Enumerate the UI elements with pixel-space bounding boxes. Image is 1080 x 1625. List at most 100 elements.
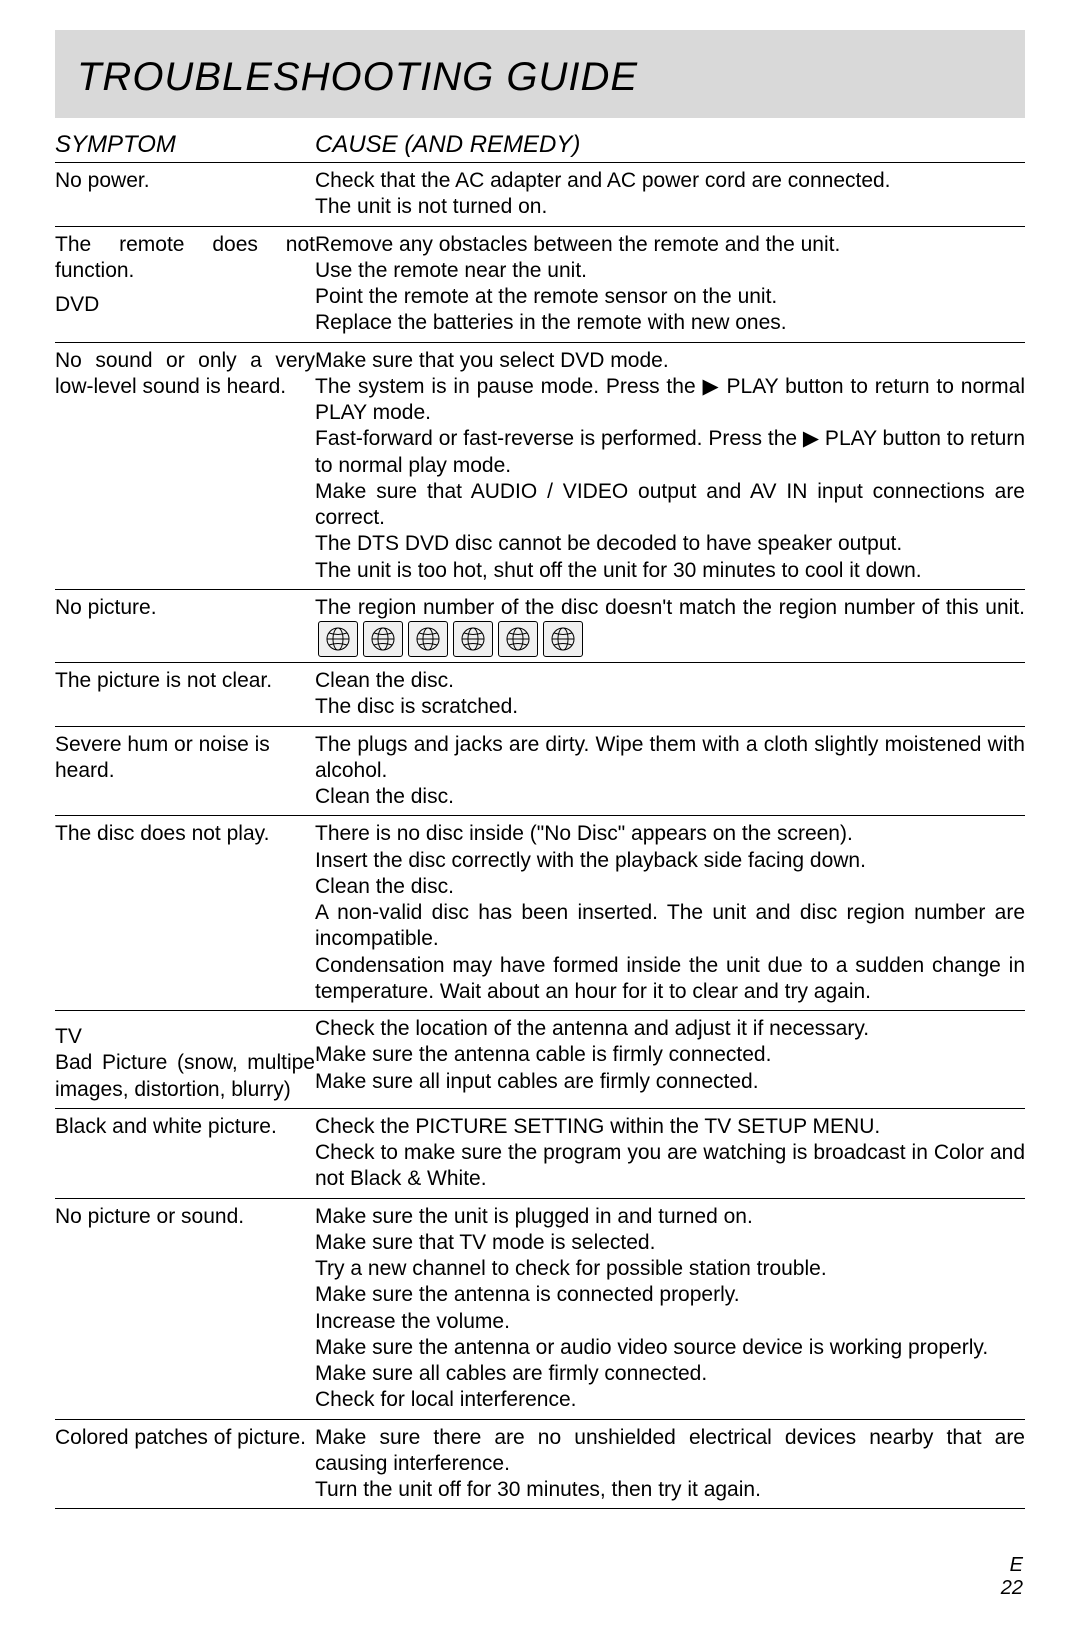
cause-cell: Clean the disc.The disc is scratched. [315, 663, 1025, 727]
cause-cell: Make sure there are no unshielded electr… [315, 1419, 1025, 1509]
symptom-text: Bad Picture (snow, multipe images, disto… [55, 1050, 315, 1103]
cause-cell: Check the PICTURE SETTING within the TV … [315, 1108, 1025, 1198]
symptom-cell: Colored patches of picture. [55, 1419, 315, 1509]
cause-line: Check that the AC adapter and AC power c… [315, 168, 1025, 194]
symptom-text: No sound or only a very low-level sound … [55, 348, 315, 401]
cause-line: Clean the disc. [315, 668, 1025, 694]
table-row: Black and white picture.Check the PICTUR… [55, 1108, 1025, 1198]
cause-line: A non-valid disc has been inserted. The … [315, 900, 1025, 953]
symptom-text: No picture or sound. [55, 1204, 315, 1230]
cause-cell: Make sure that you select DVD mode.The s… [315, 342, 1025, 589]
symptom-text: The picture is not clear. [55, 668, 315, 694]
cause-line: The plugs and jacks are dirty. Wipe them… [315, 732, 1025, 785]
region-icons [318, 621, 583, 657]
cause-line: Turn the unit off for 30 minutes, then t… [315, 1477, 1025, 1503]
cause-line: Condensation may have formed inside the … [315, 953, 1025, 1006]
cause-line: The unit is not turned on. [315, 194, 1025, 220]
troubleshooting-table: SYMPTOM CAUSE (AND REMEDY) No power.Chec… [55, 128, 1025, 1509]
globe-icon [498, 621, 538, 657]
symptom-cell: The remote does not function.DVD [55, 226, 315, 342]
table-row: No power.Check that the AC adapter and A… [55, 163, 1025, 227]
symptom-cell: The picture is not clear. [55, 663, 315, 727]
symptom-cell: TVBad Picture (snow, multipe images, dis… [55, 1011, 315, 1109]
table-row: No picture.The region number of the disc… [55, 589, 1025, 662]
cause-line: Make sure that AUDIO / VIDEO output and … [315, 479, 1025, 532]
cause-line: Replace the batteries in the remote with… [315, 310, 1025, 336]
cause-line: There is no disc inside ("No Disc" appea… [315, 821, 1025, 847]
cause-line: Make sure the antenna is connected prope… [315, 1282, 1025, 1308]
table-row: The picture is not clear.Clean the disc.… [55, 663, 1025, 727]
cause-cell: Check the location of the antenna and ad… [315, 1011, 1025, 1109]
symptom-cell: No picture or sound. [55, 1198, 315, 1419]
cause-line: Clean the disc. [315, 784, 1025, 810]
table-row: The remote does not function.DVDRemove a… [55, 226, 1025, 342]
cause-line: Check for local interference. [315, 1387, 1025, 1413]
table-row: The disc does not play.There is no disc … [55, 816, 1025, 1011]
page: TROUBLESHOOTING GUIDE SYMPTOM CAUSE (AND… [0, 0, 1080, 1625]
cause-line: Fast-forward or fast-reverse is performe… [315, 426, 1025, 479]
cause-line: Make sure that TV mode is selected. [315, 1230, 1025, 1256]
symptom-text: Severe hum or noise is heard. [55, 732, 315, 785]
cause-line: Clean the disc. [315, 874, 1025, 900]
table-header-row: SYMPTOM CAUSE (AND REMEDY) [55, 128, 1025, 163]
globe-icon [408, 621, 448, 657]
symptom-text: Black and white picture. [55, 1114, 315, 1140]
cause-line: The system is in pause mode. Press the ▶… [315, 374, 1025, 427]
cause-line: Make sure all input cables are firmly co… [315, 1069, 1025, 1095]
cause-text: The region number of the disc doesn't ma… [315, 596, 1025, 619]
globe-icon [318, 621, 358, 657]
symptom-cell: No power. [55, 163, 315, 227]
symptom-cell: Black and white picture. [55, 1108, 315, 1198]
cause-line: Make sure the antenna cable is firmly co… [315, 1042, 1025, 1068]
cause-line: Make sure the antenna or audio video sou… [315, 1335, 1025, 1361]
cause-line: Check the PICTURE SETTING within the TV … [315, 1114, 1025, 1140]
header-cause: CAUSE (AND REMEDY) [315, 128, 1025, 163]
cause-cell: Check that the AC adapter and AC power c… [315, 163, 1025, 227]
cause-line: Increase the volume. [315, 1309, 1025, 1335]
cause-cell: The plugs and jacks are dirty. Wipe them… [315, 726, 1025, 816]
cause-line: Use the remote near the unit. [315, 258, 1025, 284]
cause-line: The unit is too hot, shut off the unit f… [315, 558, 1025, 584]
cause-line: Make sure the unit is plugged in and tur… [315, 1204, 1025, 1230]
cause-line: Make sure that you select DVD mode. [315, 348, 1025, 374]
table-row: No picture or sound.Make sure the unit i… [55, 1198, 1025, 1419]
cause-line: Make sure there are no unshielded electr… [315, 1425, 1025, 1478]
cause-line: Remove any obstacles between the remote … [315, 232, 1025, 258]
page-title: TROUBLESHOOTING GUIDE [77, 52, 1003, 102]
cause-cell: There is no disc inside ("No Disc" appea… [315, 816, 1025, 1011]
cause-line: Check to make sure the program you are w… [315, 1140, 1025, 1193]
table-row: Severe hum or noise is heard.The plugs a… [55, 726, 1025, 816]
cause-line: Check the location of the antenna and ad… [315, 1016, 1025, 1042]
globe-icon [363, 621, 403, 657]
cause-line: The disc is scratched. [315, 694, 1025, 720]
cause-line: Insert the disc correctly with the playb… [315, 848, 1025, 874]
cause-line: The DTS DVD disc cannot be decoded to ha… [315, 531, 1025, 557]
cause-cell: The region number of the disc doesn't ma… [315, 589, 1025, 662]
cause-cell: Make sure the unit is plugged in and tur… [315, 1198, 1025, 1419]
symptom-text: The remote does not function. [55, 232, 315, 285]
globe-icon [453, 621, 493, 657]
section-label: TV [55, 1016, 315, 1050]
symptom-text: Colored patches of picture. [55, 1425, 315, 1451]
symptom-text: The disc does not play. [55, 821, 315, 847]
symptom-text: No power. [55, 168, 315, 194]
footer-lang: E [1010, 1554, 1023, 1576]
cause-line: Try a new channel to check for possible … [315, 1256, 1025, 1282]
symptom-cell: The disc does not play. [55, 816, 315, 1011]
symptom-text: No picture. [55, 595, 315, 621]
page-footer: E 22 [55, 1554, 1025, 1600]
title-banner: TROUBLESHOOTING GUIDE [55, 30, 1025, 118]
cause-line: Make sure all cables are firmly connecte… [315, 1361, 1025, 1387]
cause-line: Point the remote at the remote sensor on… [315, 284, 1025, 310]
symptom-cell: Severe hum or noise is heard. [55, 726, 315, 816]
header-symptom: SYMPTOM [55, 128, 315, 163]
symptom-cell: No picture. [55, 589, 315, 662]
table-row: No sound or only a very low-level sound … [55, 342, 1025, 589]
symptom-cell: No sound or only a very low-level sound … [55, 342, 315, 589]
table-row: Colored patches of picture.Make sure the… [55, 1419, 1025, 1509]
table-row: TVBad Picture (snow, multipe images, dis… [55, 1011, 1025, 1109]
globe-icon [543, 621, 583, 657]
footer-page-number: 22 [1001, 1577, 1023, 1599]
section-label: DVD [55, 284, 315, 318]
cause-cell: Remove any obstacles between the remote … [315, 226, 1025, 342]
